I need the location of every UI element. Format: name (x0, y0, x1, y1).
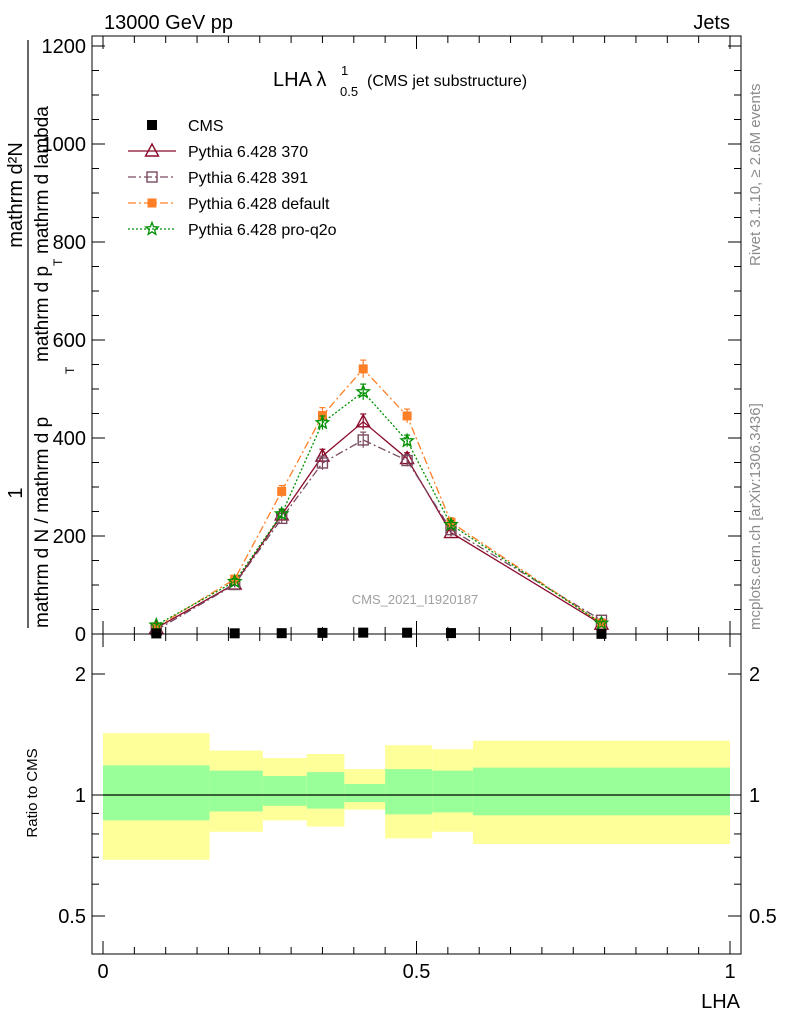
legend-marker (147, 120, 157, 130)
cms-data-point (358, 627, 369, 638)
legend-item: Pythia 6.428 pro-q2o (128, 220, 337, 239)
plot-title-suffix: (CMS jet substructure) (367, 73, 527, 90)
ratio-xtick-label: 0.5 (403, 961, 431, 983)
legend-marker (147, 198, 157, 208)
series-point (316, 457, 329, 469)
series-line (155, 439, 602, 631)
header-right: Jets (693, 12, 730, 34)
cms-data-point (402, 627, 413, 638)
main-ytick-label: 0 (75, 624, 86, 646)
main-ytick-label: 1200 (42, 36, 87, 58)
main-series-layer (148, 359, 610, 639)
legend-item: Pythia 6.428 370 (128, 142, 308, 161)
legend: CMS Pythia 6.428 370 Pythia 6.428 391 Pythi… (128, 118, 337, 239)
ratio-band-inner (103, 765, 210, 821)
series-point (314, 414, 331, 430)
series-point (399, 432, 416, 448)
main-y-axis: 0 200 400 600 800 1000 1200 (42, 36, 741, 646)
ratio-axes: 0.5 0.5 1 1 2 2 0 0.5 1 (58, 634, 777, 983)
ratio-band-inner (472, 767, 730, 816)
series-point (401, 454, 413, 467)
series-point (443, 516, 459, 532)
series-point (355, 413, 371, 428)
cms-data-point (445, 628, 456, 639)
plot-title-sub: 0.5 (340, 84, 358, 99)
ylabel-one: 1 (5, 487, 27, 498)
series-point (151, 622, 161, 632)
main-ytick-label: 1000 (42, 134, 87, 156)
main-panel: 0 200 400 600 800 1000 1200 LHA λ 1 0.5 (CMS j… (42, 35, 742, 646)
ratio-band-inner (432, 770, 473, 813)
ratio-ytick-label-left: 2 (75, 664, 86, 686)
ratio-ytick-label-left: 0.5 (58, 906, 86, 928)
series-point (358, 364, 368, 374)
series-point (273, 505, 290, 521)
ratio-band-inner (209, 770, 263, 812)
ratio-band-inner (385, 769, 433, 815)
ylabel-dpt: mathrm d p (32, 266, 53, 362)
series-point (355, 383, 372, 399)
ylabel-dndpt: mathrm d N / mathrm d p (32, 417, 53, 628)
main-ytick-label: 800 (53, 232, 86, 254)
legend-label: Pythia 6.428 370 (188, 144, 308, 161)
legend-label: Pythia 6.428 391 (188, 170, 308, 187)
ratio-panel: 0.5 0.5 1 1 2 2 0 0.5 1 (58, 633, 777, 983)
series-point (593, 614, 610, 630)
data-series-cms (151, 627, 607, 639)
legend-marker (144, 220, 160, 236)
cms-data-point (317, 627, 328, 638)
main-y-label: mathrm d²N 1 mathrm d N / mathrm d p T m… (5, 40, 77, 628)
legend-item: Pythia 6.428 default (128, 196, 330, 213)
legend-label: Pythia 6.428 default (188, 196, 330, 213)
series-2 (151, 359, 606, 632)
series-3 (148, 383, 610, 632)
legend-item: Pythia 6.428 391 (128, 170, 308, 187)
series-line (155, 391, 602, 626)
series-point (402, 411, 412, 421)
plot-title-sup: 1 (341, 63, 348, 78)
legend-item: CMS (147, 118, 224, 135)
main-ytick-label: 400 (53, 428, 86, 450)
ylabel-sub-t: T (63, 366, 77, 374)
ratio-ytick-label-right: 1 (749, 785, 760, 807)
ratio-y-label: Ratio to CMS (24, 748, 41, 837)
side-label-rivet: Rivet 3.1.10, ≥ 2.6M events (747, 84, 764, 267)
series-line (155, 420, 602, 629)
ratio-xtick-label: 0 (97, 961, 108, 983)
legend-label: CMS (188, 118, 224, 135)
series-line (155, 367, 602, 628)
cms-data-point (151, 628, 162, 639)
ylabel-numerator: mathrm d²N (5, 142, 27, 248)
main-ytick-label: 200 (53, 526, 86, 548)
cms-data-point (276, 628, 287, 639)
legend-marker (144, 142, 160, 157)
ylabel-dlambda: mathrm d lambda (32, 106, 53, 254)
legend-marker (146, 171, 158, 183)
series-point (226, 573, 243, 589)
ratio-bands (103, 733, 730, 860)
series-point (357, 434, 369, 446)
legend-label: Pythia 6.428 pro-q2o (188, 222, 337, 239)
ratio-band-inner (262, 775, 307, 806)
watermark: CMS_2021_I1920187 (352, 592, 479, 607)
ylabel-sub-t2: T (51, 258, 65, 266)
ratio-band-inner (306, 772, 345, 809)
ratio-band-inner (344, 784, 386, 803)
ratio-ytick-label-right: 2 (749, 664, 760, 686)
cms-data-point (229, 628, 240, 639)
main-ytick-label: 600 (53, 330, 86, 352)
ratio-ytick-label-left: 1 (75, 785, 86, 807)
series-point (277, 486, 287, 496)
ratio-xtick-label: 1 (724, 961, 735, 983)
header-left: 13000 GeV pp (104, 12, 233, 34)
side-label-mcplots: mcplots.cern.ch [arXiv:1306.3436] (747, 403, 764, 630)
series-point (148, 616, 165, 632)
ratio-ytick-label-right: 0.5 (749, 906, 777, 928)
plot-title-main: LHA λ (273, 69, 326, 91)
plot-title: LHA λ (273, 69, 326, 91)
x-axis-label: LHA (701, 991, 741, 1013)
